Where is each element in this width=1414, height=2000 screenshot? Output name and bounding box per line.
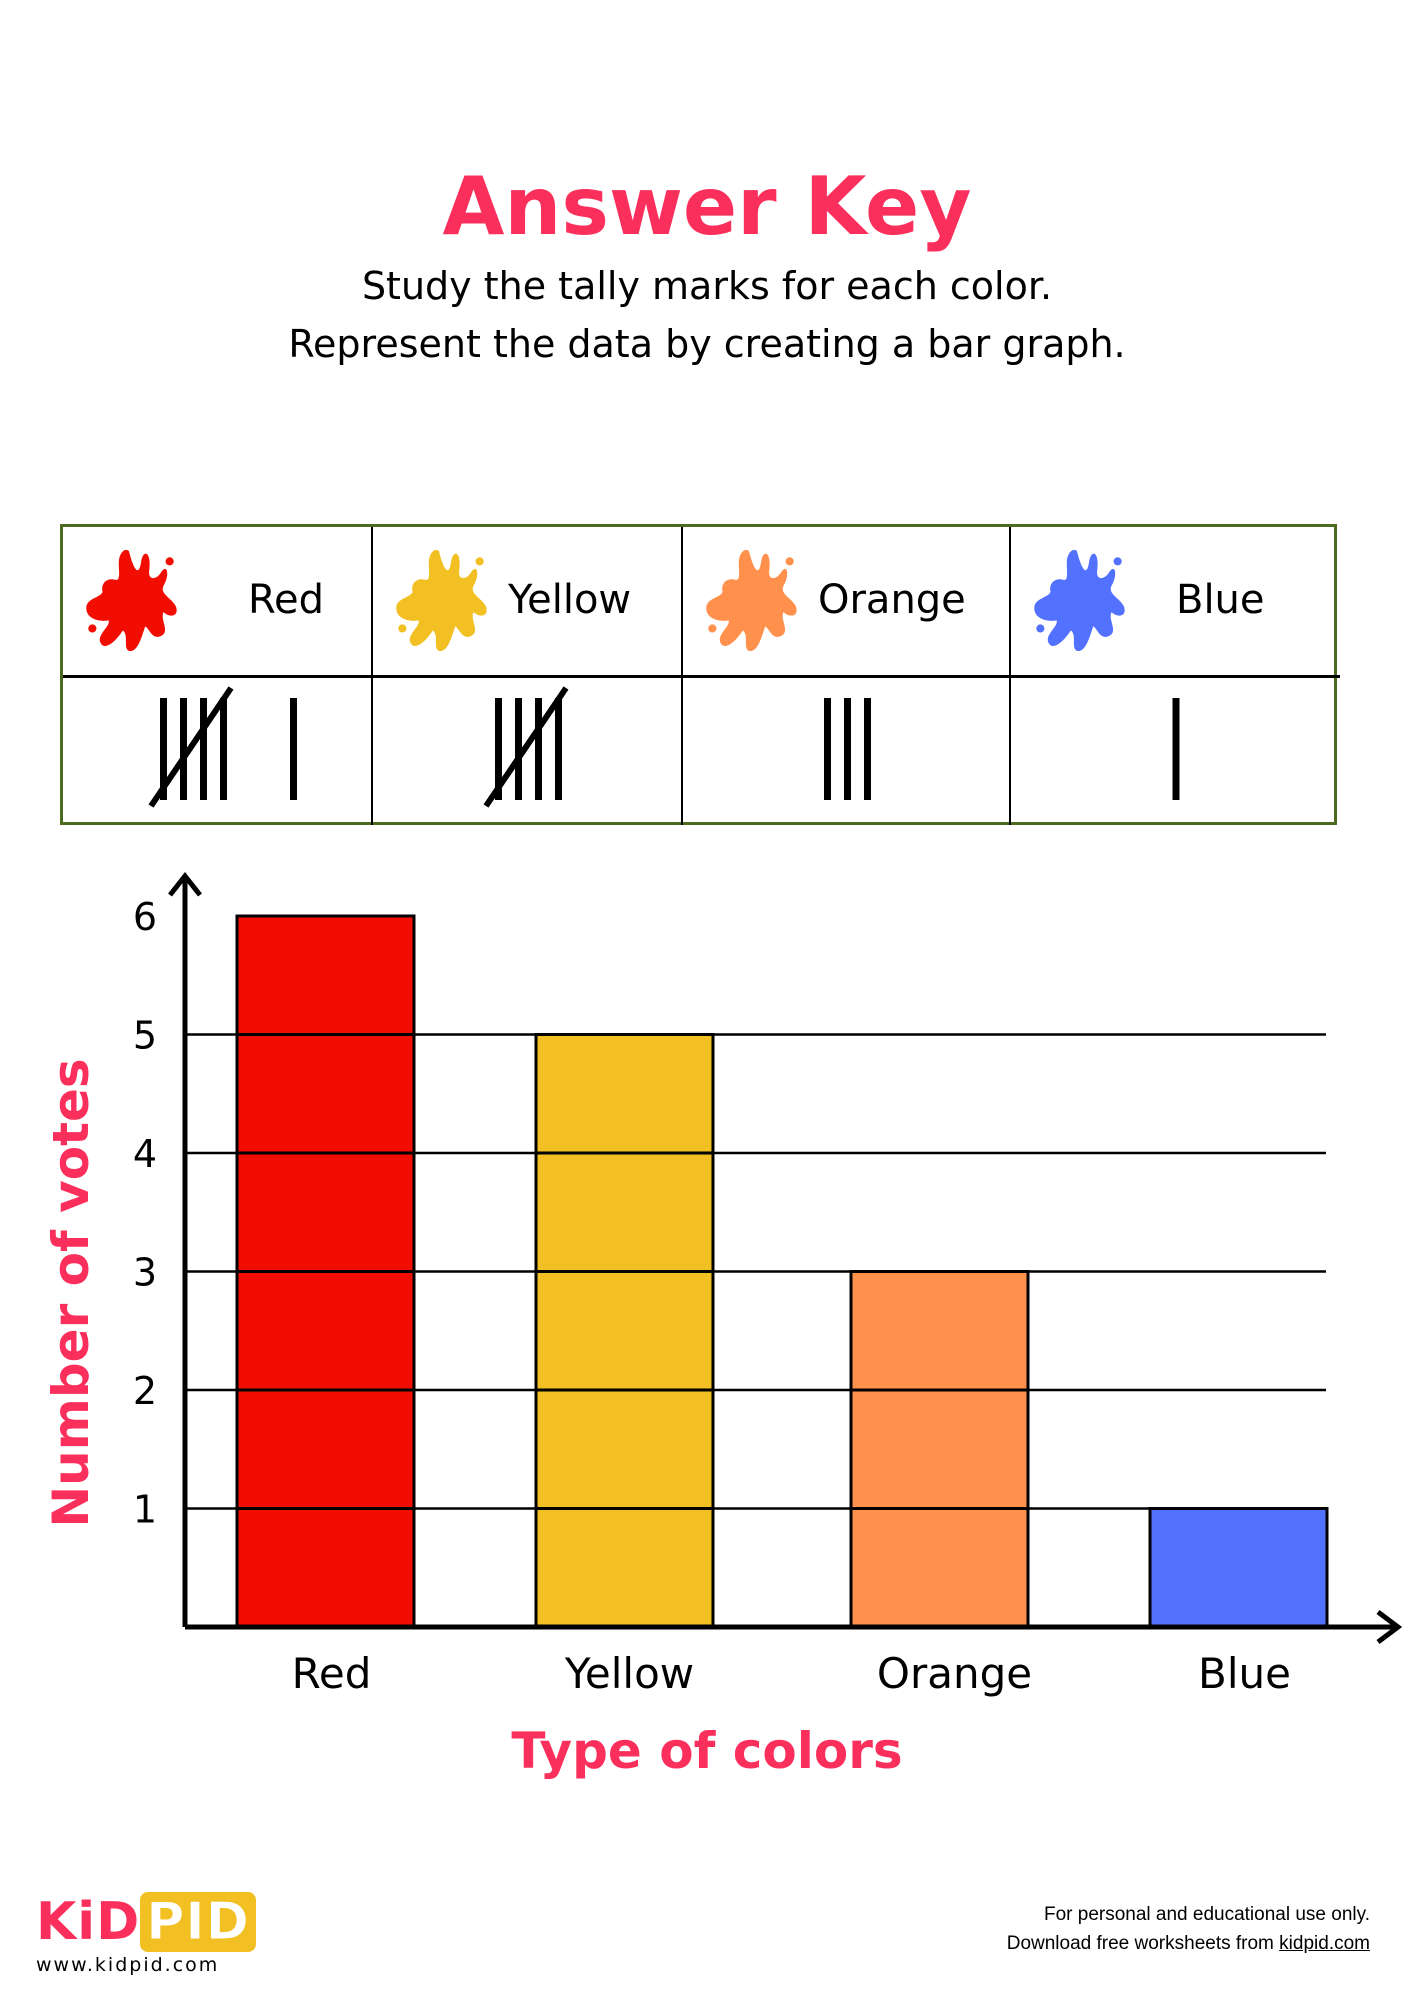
bar-red-segment bbox=[235, 1388, 416, 1510]
tally-mark bbox=[200, 698, 207, 800]
paint-splat-icon bbox=[706, 549, 797, 652]
x-axis-title: Type of colors bbox=[511, 1722, 902, 1780]
tally-mark bbox=[535, 698, 542, 800]
y-tick-label: 1 bbox=[133, 1488, 157, 1532]
color-label: Blue bbox=[1176, 577, 1265, 623]
tally-mark bbox=[824, 698, 831, 800]
bar-yellow-segment bbox=[534, 1151, 715, 1273]
y-tick-label: 3 bbox=[133, 1251, 157, 1295]
bar-red-segment bbox=[235, 1151, 416, 1273]
tally-mark bbox=[555, 698, 562, 800]
color-label: Red bbox=[248, 577, 324, 623]
bar-yellow-segment bbox=[534, 1388, 715, 1510]
instruction-line-1: Study the tally marks for each color. bbox=[361, 264, 1053, 308]
tally-mark bbox=[495, 698, 502, 800]
tally-mark bbox=[1172, 698, 1180, 800]
tally-mark bbox=[160, 698, 167, 800]
x-tick-label: Orange bbox=[877, 1649, 1032, 1698]
tally-table: Red Yellow Orange Blue bbox=[60, 524, 1340, 825]
tally-cell-yellow bbox=[373, 678, 683, 825]
paint-splat-icon bbox=[1034, 549, 1125, 652]
tally-marks bbox=[148, 686, 297, 808]
footer-note-prefix: Download free worksheets from bbox=[1006, 1933, 1280, 1954]
bar-red-segment bbox=[235, 1033, 416, 1155]
y-tick-label: 2 bbox=[133, 1369, 157, 1413]
y-tick-label: 4 bbox=[133, 1132, 157, 1176]
bar-red-segment bbox=[235, 1270, 416, 1392]
tally-marks bbox=[824, 698, 871, 800]
logo-text-pid: PID bbox=[140, 1892, 256, 1953]
paint-splat-icon bbox=[396, 549, 487, 652]
bar-yellow-segment bbox=[534, 1270, 715, 1392]
color-label: Yellow bbox=[508, 577, 632, 623]
instruction-line-2: Represent the data by creating a bar gra… bbox=[288, 322, 1126, 366]
color-cell-orange: Orange bbox=[683, 527, 1011, 678]
tally-strike bbox=[148, 686, 234, 808]
tally-mark bbox=[864, 698, 871, 800]
x-tick-label: Yellow bbox=[564, 1649, 694, 1698]
y-tick-label: 5 bbox=[133, 1014, 157, 1058]
bar-blue-segment bbox=[1148, 1507, 1329, 1629]
kidpid-logo[interactable]: KiD PID www.kidpid.com bbox=[36, 1892, 256, 1976]
tally-cell-orange bbox=[683, 678, 1011, 825]
tally-mark bbox=[844, 698, 851, 800]
bar-red-segment bbox=[235, 1507, 416, 1629]
logo-text-kid: KiD bbox=[36, 1892, 141, 1952]
tally-strike bbox=[483, 686, 569, 808]
y-axis-title: Number of votes bbox=[42, 1058, 100, 1527]
page-title: Answer Key bbox=[442, 160, 972, 253]
color-cell-red: Red bbox=[63, 527, 373, 678]
paint-splat-icon bbox=[86, 549, 177, 652]
color-label: Orange bbox=[818, 577, 966, 623]
tally-mark bbox=[290, 698, 297, 800]
bar-orange-segment bbox=[849, 1507, 1030, 1629]
tally-cell-red bbox=[63, 678, 373, 825]
kidpid-link[interactable]: kidpid.com bbox=[1279, 1933, 1370, 1954]
x-tick-label: Red bbox=[292, 1649, 372, 1698]
color-cell-yellow: Yellow bbox=[373, 527, 683, 678]
bar-orange-segment bbox=[849, 1388, 1030, 1510]
bar-red-segment bbox=[235, 914, 416, 1036]
tally-cell-blue bbox=[1011, 678, 1340, 825]
y-axis-arrow-icon bbox=[168, 871, 202, 897]
tally-mark bbox=[515, 698, 522, 800]
tally-marks bbox=[1172, 698, 1180, 800]
color-cell-blue: Blue bbox=[1011, 527, 1340, 678]
tally-mark bbox=[220, 698, 227, 800]
y-tick-label: 6 bbox=[133, 895, 157, 939]
bar-yellow-segment bbox=[534, 1507, 715, 1629]
tally-marks bbox=[483, 686, 569, 808]
x-axis-arrow-icon bbox=[1376, 1610, 1403, 1644]
website-url: www.kidpid.com bbox=[36, 1954, 220, 1976]
x-tick-label: Blue bbox=[1198, 1649, 1291, 1698]
footer-note: For personal and educational use only. D… bbox=[1007, 1900, 1370, 1958]
bar-orange-segment bbox=[849, 1270, 1030, 1392]
bar-yellow-segment bbox=[534, 1033, 715, 1155]
footer-note-line1: For personal and educational use only. bbox=[1043, 1904, 1370, 1925]
tally-mark bbox=[180, 698, 187, 800]
